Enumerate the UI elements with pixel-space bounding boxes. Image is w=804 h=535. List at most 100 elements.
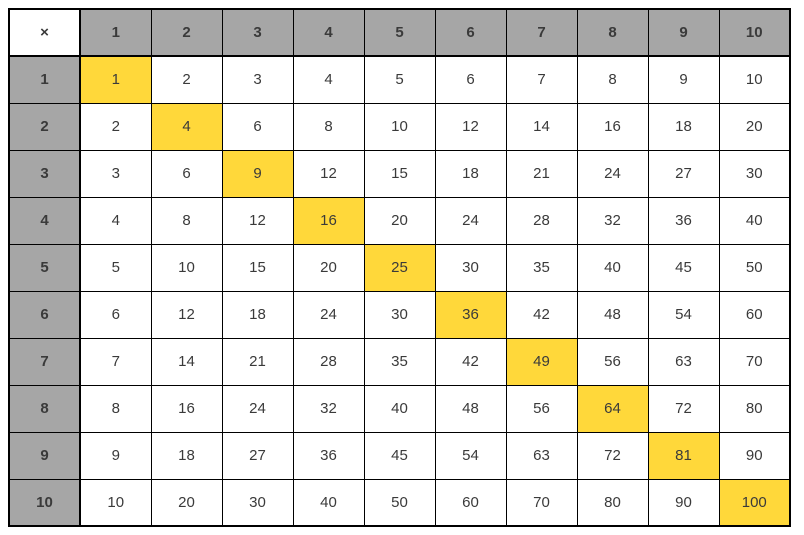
cell: 28 (506, 197, 577, 244)
cell: 7 (80, 338, 151, 385)
cell: 36 (435, 291, 506, 338)
cell: 8 (151, 197, 222, 244)
row-header: 5 (9, 244, 80, 291)
cell: 80 (577, 479, 648, 526)
cell: 6 (222, 103, 293, 150)
cell: 20 (719, 103, 790, 150)
table-row: 1 1 2 3 4 5 6 7 8 9 10 (9, 56, 790, 103)
cell: 50 (364, 479, 435, 526)
cell: 20 (293, 244, 364, 291)
cell: 40 (577, 244, 648, 291)
cell: 10 (364, 103, 435, 150)
cell: 18 (222, 291, 293, 338)
cell: 3 (222, 56, 293, 103)
corner-cell: × (9, 9, 80, 56)
row-header: 2 (9, 103, 80, 150)
col-header: 8 (577, 9, 648, 56)
col-header: 4 (293, 9, 364, 56)
cell: 27 (222, 432, 293, 479)
cell: 6 (435, 56, 506, 103)
cell: 30 (435, 244, 506, 291)
row-header: 7 (9, 338, 80, 385)
cell: 10 (151, 244, 222, 291)
row-header: 4 (9, 197, 80, 244)
cell: 54 (435, 432, 506, 479)
col-header: 6 (435, 9, 506, 56)
cell: 30 (719, 150, 790, 197)
cell: 48 (435, 385, 506, 432)
cell: 18 (435, 150, 506, 197)
cell: 8 (577, 56, 648, 103)
cell: 16 (151, 385, 222, 432)
cell: 3 (80, 150, 151, 197)
cell: 16 (293, 197, 364, 244)
cell: 50 (719, 244, 790, 291)
cell: 24 (577, 150, 648, 197)
cell: 60 (435, 479, 506, 526)
cell: 49 (506, 338, 577, 385)
cell: 81 (648, 432, 719, 479)
cell: 15 (364, 150, 435, 197)
cell: 24 (222, 385, 293, 432)
cell: 8 (80, 385, 151, 432)
cell: 12 (435, 103, 506, 150)
cell: 4 (80, 197, 151, 244)
col-header: 9 (648, 9, 719, 56)
cell: 12 (293, 150, 364, 197)
cell: 60 (719, 291, 790, 338)
cell: 70 (719, 338, 790, 385)
cell: 56 (506, 385, 577, 432)
cell: 90 (648, 479, 719, 526)
cell: 64 (577, 385, 648, 432)
row-header: 8 (9, 385, 80, 432)
cell: 72 (577, 432, 648, 479)
cell: 100 (719, 479, 790, 526)
cell: 32 (577, 197, 648, 244)
cell: 12 (222, 197, 293, 244)
cell: 56 (577, 338, 648, 385)
row-header: 6 (9, 291, 80, 338)
cell: 4 (151, 103, 222, 150)
multiplication-table: × 1 2 3 4 5 6 7 8 9 10 1 1 2 3 4 5 6 7 8… (8, 8, 791, 527)
row-header: 10 (9, 479, 80, 526)
table-row: 10 10 20 30 40 50 60 70 80 90 100 (9, 479, 790, 526)
cell: 9 (80, 432, 151, 479)
cell: 15 (222, 244, 293, 291)
table-row: 5 5 10 15 20 25 30 35 40 45 50 (9, 244, 790, 291)
cell: 2 (151, 56, 222, 103)
cell: 54 (648, 291, 719, 338)
cell: 5 (364, 56, 435, 103)
cell: 28 (293, 338, 364, 385)
col-header: 1 (80, 9, 151, 56)
cell: 6 (80, 291, 151, 338)
cell: 24 (435, 197, 506, 244)
table-row: 8 8 16 24 32 40 48 56 64 72 80 (9, 385, 790, 432)
table-row: 2 2 4 6 8 10 12 14 16 18 20 (9, 103, 790, 150)
cell: 2 (80, 103, 151, 150)
cell: 21 (506, 150, 577, 197)
cell: 9 (648, 56, 719, 103)
table-row: 4 4 8 12 16 20 24 28 32 36 40 (9, 197, 790, 244)
table-row: 7 7 14 21 28 35 42 49 56 63 70 (9, 338, 790, 385)
cell: 40 (293, 479, 364, 526)
cell: 32 (293, 385, 364, 432)
cell: 72 (648, 385, 719, 432)
cell: 27 (648, 150, 719, 197)
cell: 42 (435, 338, 506, 385)
cell: 7 (506, 56, 577, 103)
cell: 36 (648, 197, 719, 244)
row-header: 9 (9, 432, 80, 479)
cell: 5 (80, 244, 151, 291)
cell: 45 (648, 244, 719, 291)
cell: 40 (719, 197, 790, 244)
cell: 14 (506, 103, 577, 150)
cell: 40 (364, 385, 435, 432)
cell: 35 (506, 244, 577, 291)
col-header: 10 (719, 9, 790, 56)
cell: 18 (648, 103, 719, 150)
cell: 90 (719, 432, 790, 479)
cell: 18 (151, 432, 222, 479)
cell: 20 (151, 479, 222, 526)
col-header: 7 (506, 9, 577, 56)
cell: 16 (577, 103, 648, 150)
